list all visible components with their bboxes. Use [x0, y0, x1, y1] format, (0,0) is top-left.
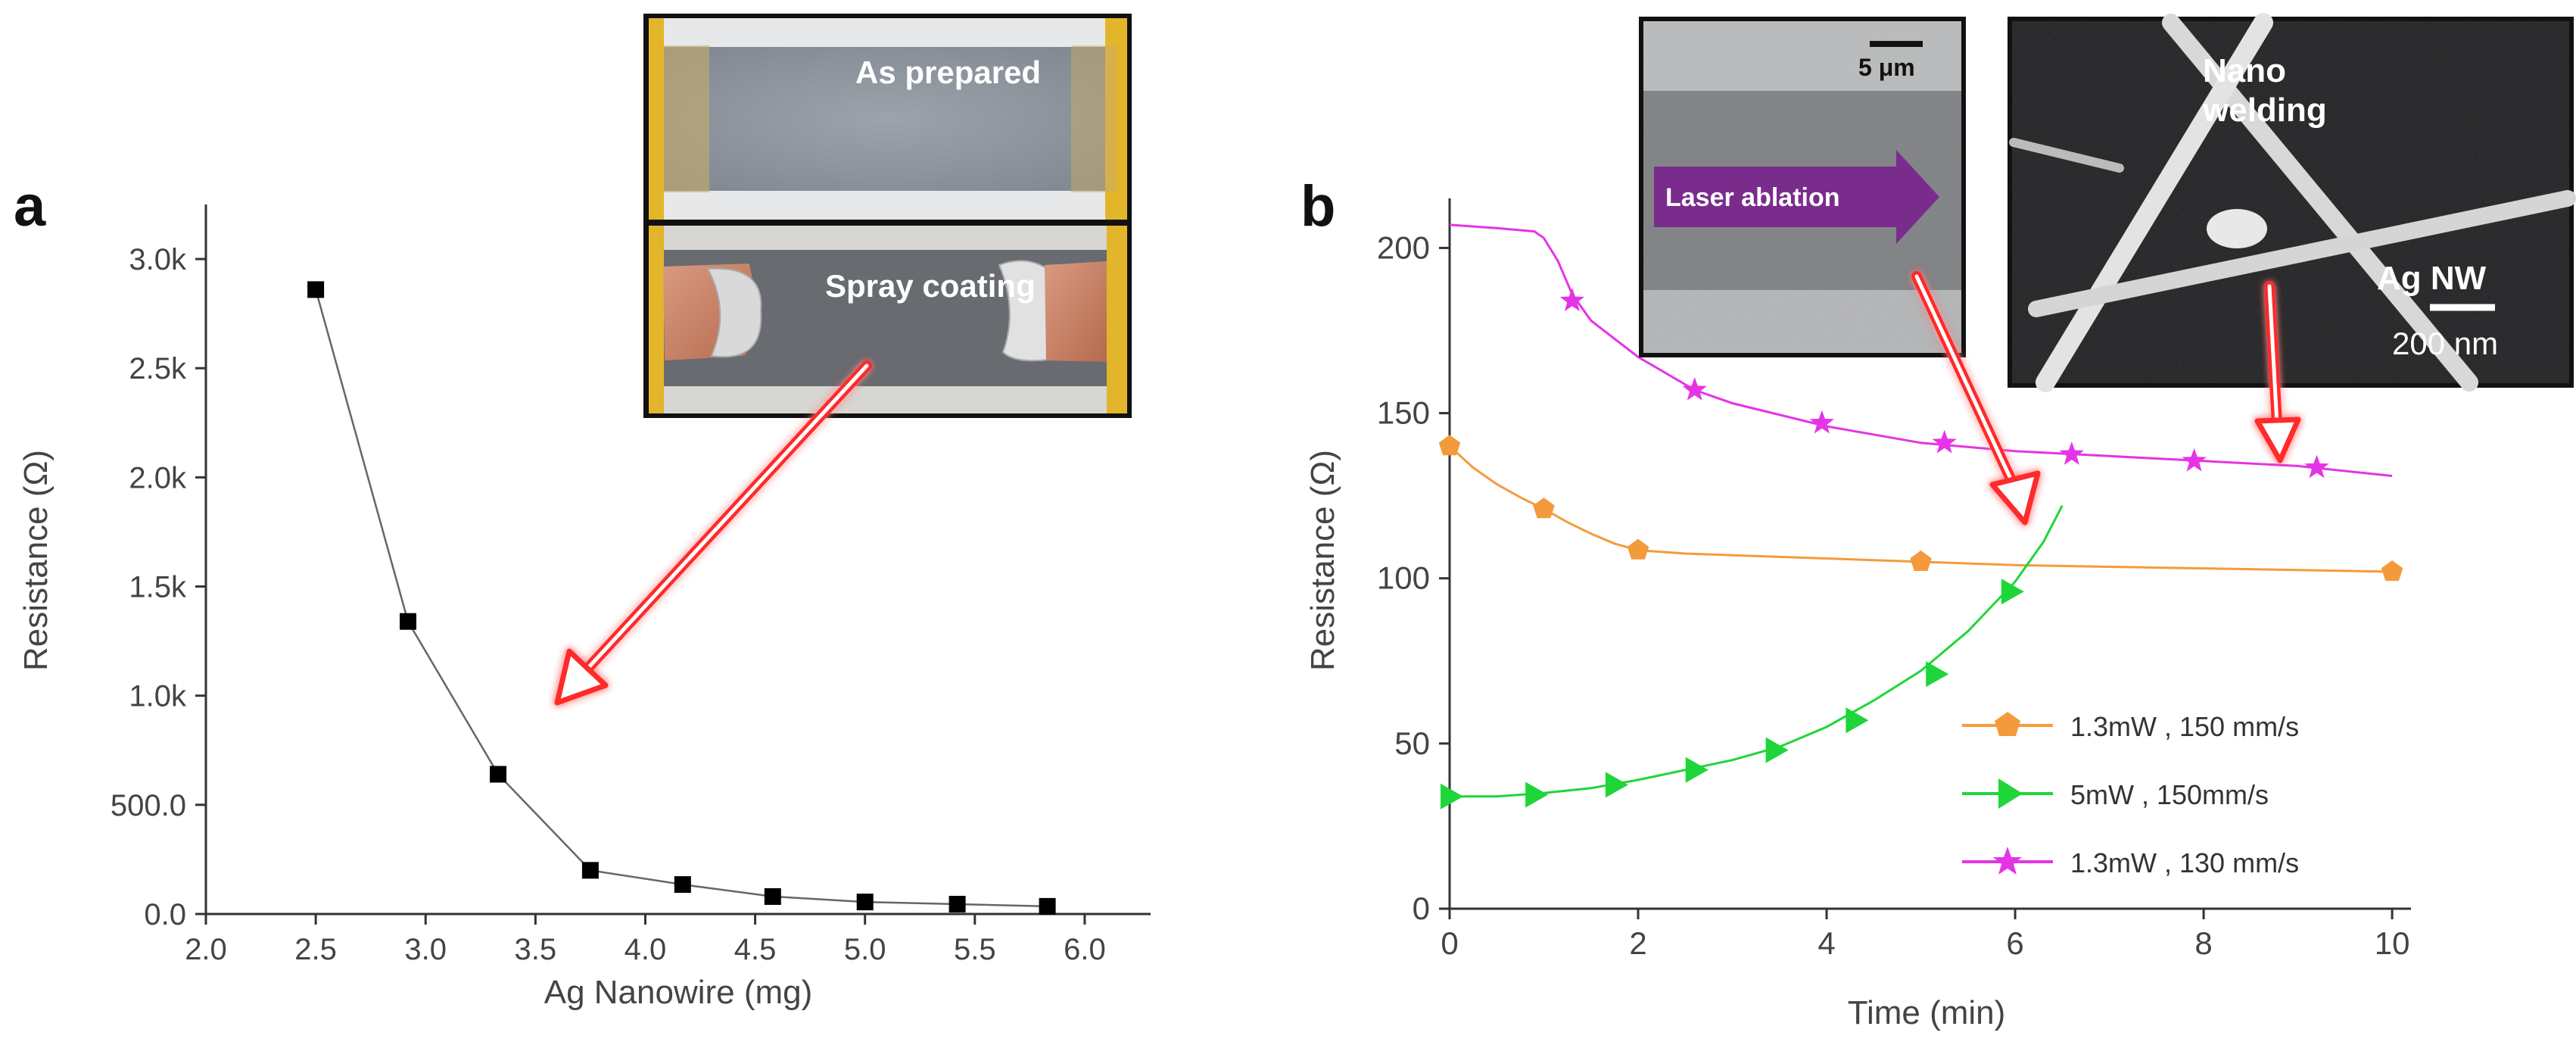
sem-laser-ablation: 5 μm Laser ablation [1639, 17, 1966, 357]
arrow-b-welding [2254, 281, 2301, 463]
chart-a-point [764, 887, 781, 905]
legend-magenta-marker [1993, 847, 2022, 875]
chart-b-magenta-point [2304, 454, 2329, 479]
chart-b-green-point [1846, 707, 1869, 734]
chart-a-markers [307, 281, 1056, 915]
chart-b-ylabel: Resistance (Ω) [1304, 450, 1341, 671]
chart-b-green-point [1525, 781, 1549, 808]
x-tick-label: 6.0 [1064, 933, 1106, 966]
x-tick-label: 4.0 [625, 933, 667, 966]
legend-orange-label: 1.3mW , 150 mm/s [2070, 711, 2299, 742]
chart-a-axes [204, 204, 1151, 916]
chart-a-point [307, 281, 325, 298]
y-tick-label: 1.0k [129, 680, 187, 713]
x-tick-label: 4.5 [734, 933, 777, 966]
scale-5um: 5 μm [1858, 54, 1915, 81]
nano-welding-line2: welding [2202, 92, 2327, 129]
photo-as-prepared: As prepared [643, 14, 1132, 224]
x-tick-label: 10 [2375, 925, 2410, 961]
chart-a-x-ticks: 2.0 2.5 3.0 3.5 4.0 4.5 5.0 5.5 6.0 [185, 914, 1106, 966]
chart-b-green-line [1450, 505, 2064, 798]
legend-green-marker [1998, 778, 2023, 809]
chart-b-orange-point [1627, 538, 1649, 560]
chart-b-magenta-point [1559, 288, 1584, 311]
panel-b: b 0 2 4 6 8 10 0 50 100 150 200 Time (min) Resist… [1300, 13, 2576, 1031]
x-tick-label: 2.0 [185, 933, 227, 966]
chart-b-magenta-point [2182, 448, 2207, 472]
chart-b-green-point [1926, 661, 1949, 688]
chart-a-xlabel: Ag Nanowire (mg) [544, 974, 813, 1011]
y-tick-label: 200 [1377, 229, 1430, 265]
panel-a: a 2.0 2.5 3.0 3.5 4.0 4.5 5.0 5.5 6.0 0.0 500.0 1.… [14, 14, 1151, 1011]
spray-coating-label: Spray coating [825, 268, 1036, 304]
laser-ablation-label: Laser ablation [1665, 183, 1840, 212]
as-prepared-label: As prepared [855, 55, 1041, 90]
chart-a-point [674, 876, 691, 894]
chart-a-point [490, 766, 507, 783]
chart-b-green-point [2001, 579, 2024, 605]
chart-b-orange-line [1448, 445, 2393, 573]
y-tick-label: 2.5k [129, 352, 187, 385]
chart-b-orange-point [1910, 550, 1932, 571]
chart-a-point [1039, 897, 1056, 915]
y-tick-label: 50 [1394, 725, 1430, 761]
panel-a-label: a [14, 174, 46, 239]
legend-magenta-label: 1.3mW , 130 mm/s [2070, 847, 2299, 878]
chart-b-y-ticks: 0 50 100 150 200 [1377, 229, 1450, 926]
nano-welding-line1: Nano [2203, 52, 2286, 89]
x-tick-label: 6 [2006, 925, 2023, 961]
chart-b-green-point [1441, 783, 1463, 809]
chart-a-point [400, 613, 417, 630]
laser-ablation-arrow [1654, 150, 1939, 244]
x-tick-label: 3.5 [515, 933, 557, 966]
legend-green-label: 5mW , 150mm/s [2070, 779, 2269, 810]
chart-b-magenta-point [1932, 429, 1957, 454]
chart-b-xlabel: Time (min) [1848, 994, 2006, 1031]
x-tick-label: 3.0 [404, 933, 447, 966]
x-tick-label: 4 [1818, 925, 1835, 961]
photo-spray-coating: Spray coating [643, 221, 1132, 418]
chart-b-markers [1438, 288, 2403, 809]
chart-b-green-point [1685, 756, 1709, 783]
y-tick-label: 0 [1413, 891, 1430, 926]
y-tick-label: 1.5k [129, 571, 187, 604]
chart-b-green-point [1765, 737, 1789, 763]
chart-a-point [581, 862, 599, 879]
scale-200nm: 200 nm [2392, 326, 2498, 361]
chart-a-point [856, 894, 874, 911]
chart-a-point [948, 896, 966, 913]
chart-b-orange-point [1533, 498, 1555, 519]
chart-b-magenta-point [1809, 410, 1834, 434]
arrow-b-ablation [1911, 271, 2041, 526]
chart-b-green-point [1605, 772, 1628, 798]
ag-nw-label: Ag NW [2377, 260, 2487, 297]
x-tick-label: 2.5 [294, 933, 337, 966]
chart-b-orange-point [1438, 435, 1461, 456]
y-tick-label: 0.0 [144, 898, 186, 931]
y-tick-label: 3.0k [129, 243, 187, 276]
panel-b-label: b [1300, 174, 1335, 239]
chart-b-x-ticks: 0 2 4 6 8 10 [1441, 909, 2409, 961]
arrow-a [554, 360, 872, 706]
y-tick-label: 150 [1377, 395, 1430, 431]
legend-orange-marker [1995, 712, 2020, 736]
chart-a-y-ticks: 0.0 500.0 1.0k 1.5k 2.0k 2.5k 3.0k [111, 243, 206, 931]
y-tick-label: 100 [1377, 560, 1430, 596]
chart-b-magenta-point [1682, 377, 1707, 401]
x-tick-label: 8 [2194, 925, 2212, 961]
y-tick-label: 500.0 [111, 789, 186, 822]
chart-b-legend: 1.3mW , 150 mm/s 5mW , 150mm/s 1.3mW , 1… [1962, 711, 2299, 878]
x-tick-label: 2 [1629, 925, 1646, 961]
chart-b-orange-point [2381, 560, 2403, 582]
sem-nano-welding: Nano welding Ag NW 200 nm [2008, 13, 2576, 392]
x-tick-label: 5.5 [954, 933, 996, 966]
x-tick-label: 0 [1441, 925, 1458, 961]
chart-b-magenta-point [2059, 441, 2084, 465]
x-tick-label: 5.0 [844, 933, 886, 966]
y-tick-label: 2.0k [129, 461, 187, 494]
chart-a-ylabel: Resistance (Ω) [17, 450, 55, 671]
